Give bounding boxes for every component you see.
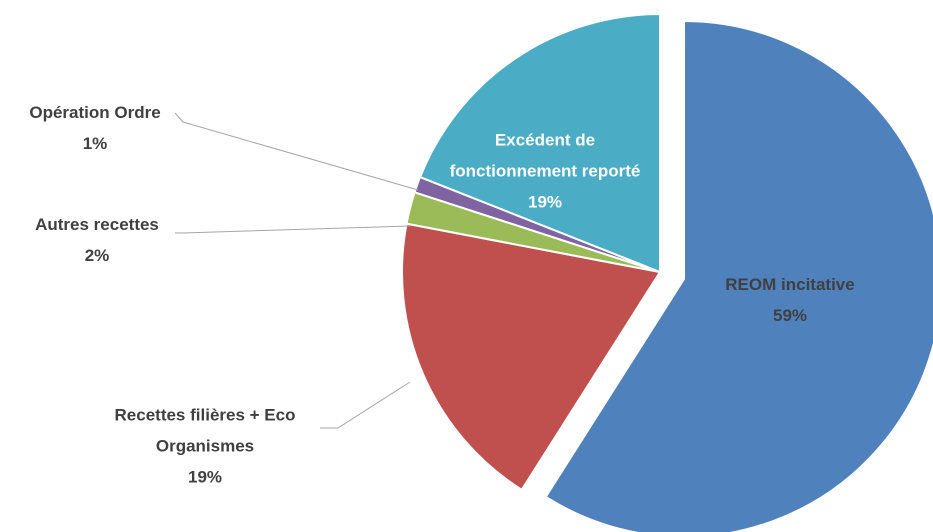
- value-label: 19%: [187, 467, 223, 487]
- pie-slice: [544, 19, 933, 532]
- data-label: Excédent de fonctionnement reporté 19%: [445, 125, 645, 218]
- pie-slice: [401, 222, 662, 492]
- category-label: Recettes filières + Eco Organismes: [114, 405, 296, 456]
- data-label: Opération Ordre 1%: [5, 97, 185, 159]
- leader-line: [174, 112, 419, 191]
- value-label: 59%: [772, 306, 808, 325]
- value-label: 2%: [84, 246, 110, 265]
- data-label: REOM incitative 59%: [680, 269, 900, 331]
- value-label: 1%: [82, 134, 108, 153]
- data-label: Autres recettes 2%: [7, 209, 187, 271]
- value-label: 19%: [527, 192, 563, 212]
- leader-line: [320, 381, 411, 429]
- data-label: Recettes filières + Eco Organismes 19%: [85, 400, 325, 493]
- category-label: Autres recettes: [35, 215, 159, 234]
- category-label: Opération Ordre: [29, 103, 161, 122]
- category-label: Excédent de fonctionnement reporté: [449, 130, 641, 181]
- category-label: REOM incitative: [725, 275, 855, 294]
- pie-slice: [418, 12, 661, 274]
- slices: [401, 12, 933, 532]
- leader-line: [175, 225, 411, 234]
